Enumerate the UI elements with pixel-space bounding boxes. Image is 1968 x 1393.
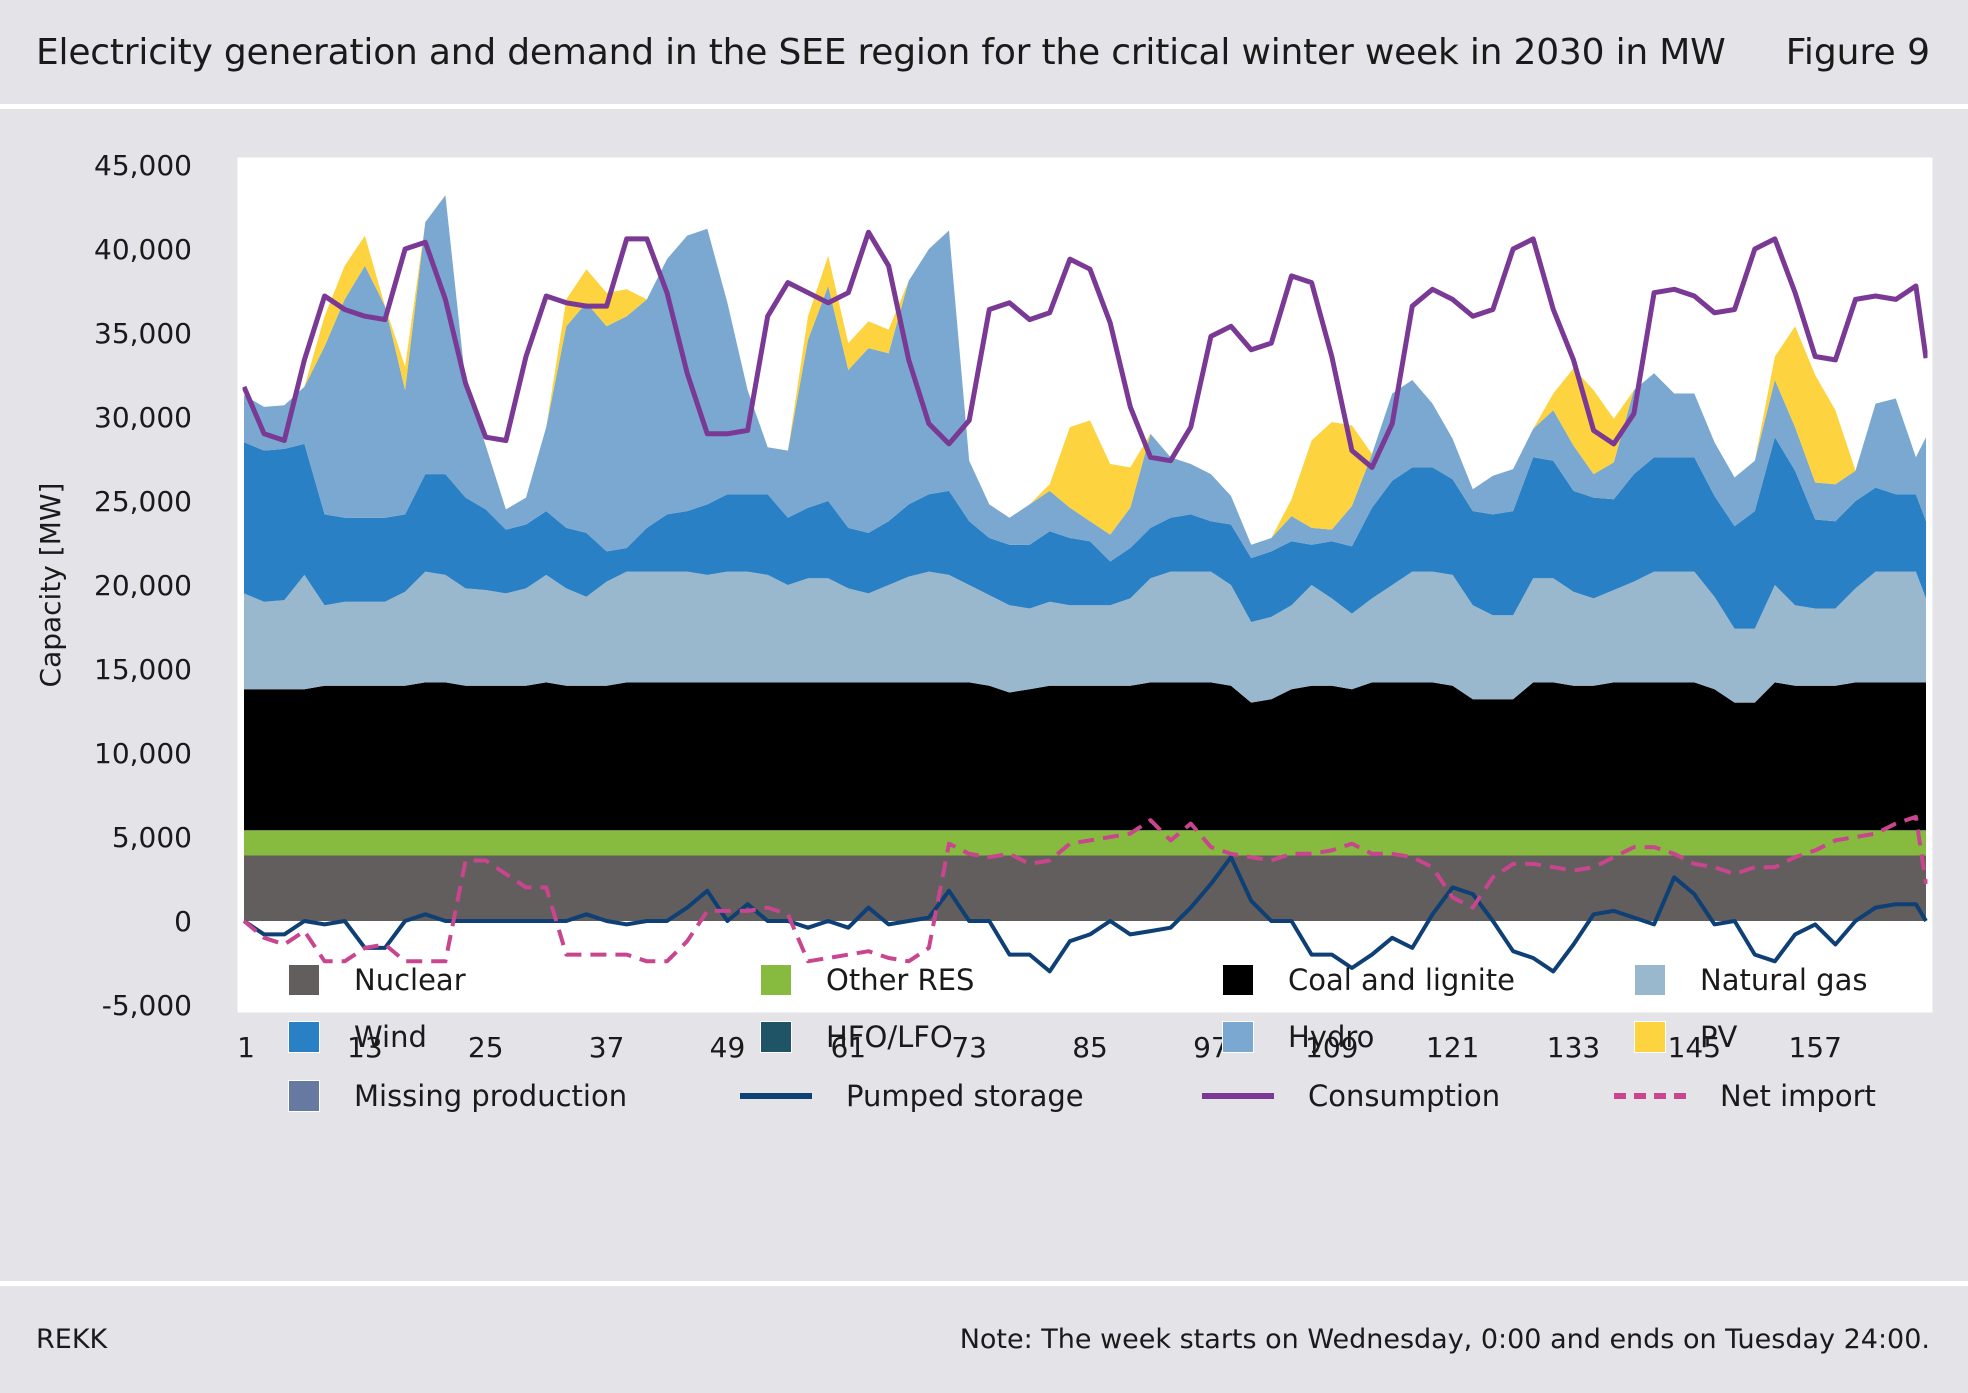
x-tick-label: 1 [237, 1031, 255, 1064]
legend-item-coal-and-lignite: Coal and lignite [1222, 963, 1515, 997]
legend-label: HFO/LFO [826, 1020, 953, 1054]
x-tick-label: 133 [1547, 1031, 1600, 1064]
line-consumption [241, 229, 1929, 470]
legend-label: Consumption [1308, 1079, 1501, 1113]
legend-line-sample [1614, 1093, 1686, 1099]
stacked-area-chart: 45,00040,00035,00030,00025,00020,00015,0… [34, 149, 1933, 1064]
area-nuclear [244, 855, 1926, 921]
area-natural-gas [244, 571, 1926, 703]
y-tick-label: 20,000 [94, 569, 192, 602]
legend-label: Other RES [826, 963, 975, 997]
y-axis: 45,000 40,000 35,000 30,000 25,000 20,000 15,0… [94, 149, 192, 1022]
legend-label: Net import [1720, 1079, 1876, 1113]
figure-footer: REKK Note: The week starts on Wednesday,… [0, 1286, 1968, 1393]
legend-item-wind: Wind [288, 1020, 427, 1054]
legend-swatch [1222, 964, 1254, 996]
legend-swatch [288, 1080, 320, 1112]
figure-title: Electricity generation and demand in the… [36, 31, 1726, 73]
x-tick-label: 25 [468, 1031, 504, 1064]
legend-label: Hydro [1288, 1020, 1375, 1054]
x-tick-label: 85 [1072, 1031, 1108, 1064]
legend-swatch [288, 1021, 320, 1053]
footnote: Note: The week starts on Wednesday, 0:00… [959, 1324, 1930, 1355]
y-tick-label: 35,000 [94, 317, 192, 350]
plot-frame [237, 157, 1933, 1013]
y-axis-label: Capacity [MW] [34, 483, 67, 688]
y-tick-label: 15,000 [94, 653, 192, 686]
figure-number: Figure 9 [1785, 31, 1930, 73]
legend-label: Pumped storage [846, 1079, 1084, 1113]
area-pv [244, 195, 1926, 545]
y-tick-label: 5,000 [112, 821, 192, 854]
legend-item-missing-production: Missing production [288, 1079, 627, 1113]
footer-divider [0, 1281, 1968, 1286]
line-layers [241, 229, 1929, 974]
x-tick-label: 145 [1668, 1031, 1721, 1064]
y-tick-label: 45,000 [94, 149, 192, 182]
legend-item-other-res: Other RES [760, 963, 974, 997]
line-net-import [242, 814, 1928, 964]
y-tick-label: 30,000 [94, 401, 192, 434]
legend-label: Natural gas [1700, 963, 1868, 997]
legend-line-sample [1202, 1093, 1274, 1099]
line-pumped-storage [242, 855, 1928, 974]
legend-swatch [1634, 964, 1666, 996]
legend-label: Coal and lignite [1288, 963, 1515, 997]
source-label: REKK [36, 1324, 108, 1355]
legend-label: Wind [354, 1020, 427, 1054]
y-tick-label: 10,000 [94, 737, 192, 770]
legend-line-sample [740, 1093, 812, 1099]
legend-label: Nuclear [354, 963, 466, 997]
legend-swatch [1634, 1021, 1666, 1053]
x-tick-label: 157 [1788, 1031, 1841, 1064]
legend-label: Missing production [354, 1079, 628, 1113]
legend-swatch [288, 964, 320, 996]
x-tick-label: 73 [951, 1031, 987, 1064]
legend-item-net-import: Net import [1614, 1079, 1876, 1113]
y-tick-label: 40,000 [94, 233, 192, 266]
area-wind [244, 437, 1926, 629]
chart-panel: 45,000 40,000 35,000 30,000 25,000 20,000 15,0… [0, 109, 1968, 1281]
legend-item-hydro: Hydro [1222, 1020, 1374, 1054]
x-tick-label: 121 [1426, 1031, 1479, 1064]
legend-item-pumped-storage: Pumped storage [740, 1079, 1084, 1113]
legend-item-pv: PV [1634, 1020, 1737, 1054]
x-tick-label: 37 [589, 1031, 625, 1064]
legend-item-natural-gas: Natural gas [1634, 963, 1867, 997]
y-tick-label: 25,000 [94, 485, 192, 518]
legend-item-hfo-lfo: HFO/LFO [760, 1020, 953, 1054]
legend-swatch [760, 964, 792, 996]
y-tick-label: -5,000 [102, 989, 192, 1022]
figure-header: Electricity generation and demand in the… [0, 0, 1968, 104]
area-coal-and-lignite [244, 682, 1926, 831]
x-tick-label: 109 [1305, 1031, 1358, 1064]
legend-swatch [1222, 1021, 1254, 1053]
y-tick-label: 0 [174, 905, 192, 938]
x-tick-label: 49 [710, 1031, 746, 1064]
legend-label: PV [1700, 1020, 1738, 1054]
legend-item-nuclear: Nuclear [288, 963, 466, 997]
x-tick-label: 61 [830, 1031, 866, 1064]
x-axis: 1 13 25 37 49 61 73 85 97 109 121 133 145 157 [237, 1031, 1842, 1064]
legend-swatch [760, 1021, 792, 1053]
header-divider [0, 104, 1968, 109]
legend-item-consumption: Consumption [1202, 1079, 1501, 1113]
x-tick-label: 13 [347, 1031, 383, 1064]
